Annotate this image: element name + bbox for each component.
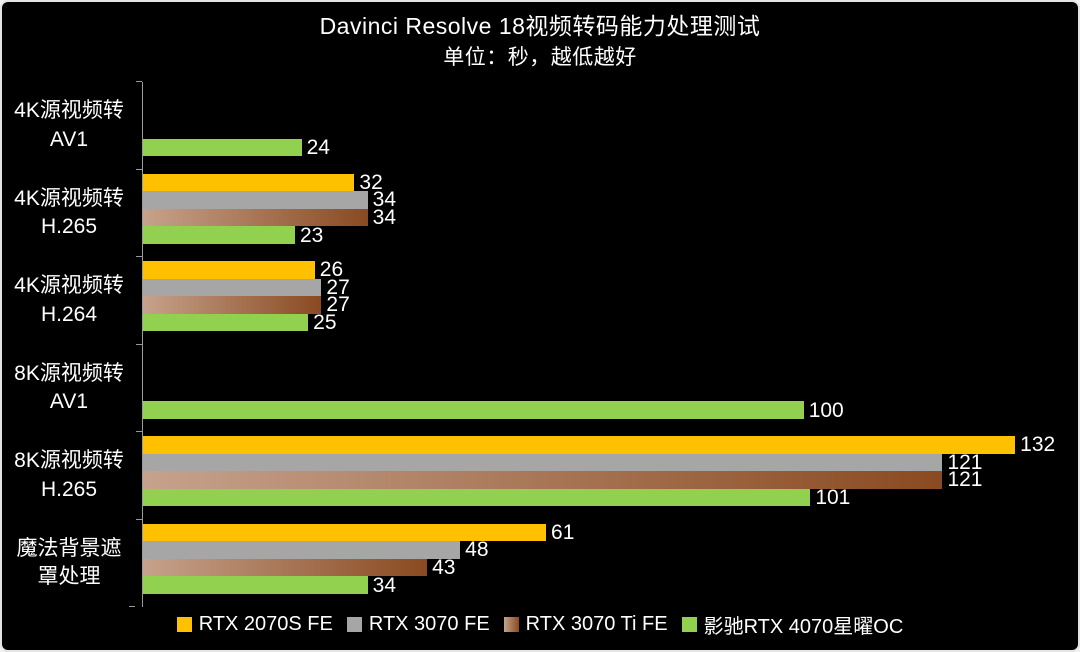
bar-row: 61: [143, 520, 1068, 544]
category-bars: 61 48 43 34: [136, 518, 1068, 607]
bar-RTX 2070S FE: [143, 261, 315, 279]
bar-row: 121: [143, 468, 1068, 492]
category-group: 8K源视频转 H.265 132 121 121 101: [2, 431, 1068, 520]
bar-row: 101: [143, 486, 1068, 510]
value-label: 100: [808, 398, 844, 422]
bar-影驰RTX 4070星曜OC: [143, 576, 368, 594]
bar-row: [143, 121, 1068, 139]
category-group: 魔法背景遮 罩处理 61 48 43 34: [2, 518, 1068, 607]
bar-RTX 3070 FE: [143, 453, 943, 472]
legend-label: RTX 2070S FE: [198, 613, 333, 635]
value-label: 101: [815, 486, 851, 510]
category-label: 8K源视频转 AV1: [14, 361, 124, 414]
bar-影驰RTX 4070星曜OC: [143, 226, 295, 244]
value-label: 27: [326, 293, 350, 317]
bar-row: [143, 384, 1068, 402]
bar-row: 34: [143, 573, 1068, 597]
category-bars: 132 121 121 101: [136, 431, 1068, 520]
legend-item: RTX 2070S FE: [176, 613, 333, 636]
legend-item: RTX 3070 Ti FE: [503, 613, 668, 636]
value-label: 132: [1020, 433, 1056, 457]
bar-row: [143, 104, 1068, 122]
bar-RTX 3070 Ti FE: [143, 471, 943, 489]
value-label: 34: [372, 188, 396, 212]
bar-RTX 2070S FE: [143, 523, 547, 542]
value-label: 34: [372, 205, 396, 229]
bar-RTX 3070 Ti FE: [143, 296, 322, 314]
bar-row: 32: [143, 170, 1068, 194]
bar-row: 43: [143, 555, 1068, 579]
bar-row: 27: [143, 275, 1068, 299]
category-bars: 24: [136, 81, 1068, 170]
value-label: 24: [306, 136, 330, 160]
legend-item: 影驰RTX 4070星曜OC: [681, 610, 904, 639]
category-label: 魔法背景遮 罩处理: [16, 536, 122, 589]
legend-item: RTX 3070 FE: [346, 613, 490, 636]
bar-row: 48: [143, 538, 1068, 562]
legend: RTX 2070S FE RTX 3070 FE RTX 3070 Ti FE 影驰R…: [2, 610, 1078, 639]
legend-swatch: [176, 617, 192, 632]
bar-RTX 3070 FE: [143, 191, 368, 209]
category-bars: 100: [136, 343, 1068, 432]
bar-RTX 3070 Ti FE: [143, 208, 368, 227]
bar-RTX 2070S FE: [143, 173, 355, 192]
bar-row: 25: [143, 311, 1068, 335]
category-bars: 26 27 27 25: [136, 256, 1068, 345]
bar-影驰RTX 4070星曜OC: [143, 488, 811, 507]
chart-title: Davinci Resolve 18视频转码能力处理测试: [319, 13, 761, 39]
plot-area: 4K源视频转 AV1 24 4K源视频转 H.265 32 34 34 23 4K源视频转 H.26…: [2, 81, 1068, 607]
value-label: 121: [947, 450, 983, 474]
bar-row: 23: [143, 223, 1068, 247]
bar-row: [143, 349, 1068, 367]
bar-影驰RTX 4070星曜OC: [143, 138, 302, 157]
value-label: 43: [432, 555, 456, 579]
category-label: 4K源视频转 H.264: [14, 274, 124, 326]
legend-label: 影驰RTX 4070星曜OC: [703, 616, 904, 638]
category-label: 4K源视频转 AV1: [14, 99, 124, 151]
legend-swatch: [346, 617, 362, 632]
category-group: 8K源视频转 AV1 100: [2, 343, 1068, 432]
category-bars: 32 34 34 23: [136, 168, 1068, 257]
bar-row: 100: [143, 398, 1068, 422]
bar-row: 132: [143, 433, 1068, 457]
bar-row: 121: [143, 450, 1068, 474]
bar-RTX 3070 FE: [143, 541, 461, 559]
bar-row: 27: [143, 293, 1068, 317]
category-group: 4K源视频转 H.264 26 27 27 25: [2, 256, 1068, 345]
value-label: 26: [319, 258, 344, 282]
value-label: 27: [326, 275, 350, 299]
value-label: 34: [372, 573, 396, 597]
bar-RTX 3070 FE: [143, 278, 322, 297]
legend-label: RTX 3070 FE: [368, 613, 490, 635]
chart-subtitle: 单位：秒，越低越好: [443, 45, 637, 69]
bar-RTX 2070S FE: [143, 436, 1016, 454]
bar-row: 34: [143, 205, 1068, 229]
category-label: 4K源视频转 H.265: [14, 186, 124, 239]
bar-RTX 3070 Ti FE: [143, 558, 428, 577]
value-label: 25: [313, 311, 337, 335]
bar-row: 34: [143, 188, 1068, 212]
category-group: 4K源视频转 AV1 24: [2, 81, 1068, 170]
bar-row: 26: [143, 258, 1068, 282]
legend-label: RTX 3070 Ti FE: [525, 613, 668, 635]
value-label: 121: [947, 468, 983, 492]
legend-swatch: [681, 617, 697, 632]
value-label: 32: [359, 170, 383, 194]
category-label: 8K源视频转 H.265: [14, 449, 124, 501]
bar-row: [143, 86, 1068, 104]
value-label: 48: [465, 538, 489, 562]
value-label: 23: [299, 223, 324, 247]
bar-影驰RTX 4070星曜OC: [143, 313, 309, 332]
bar-row: 24: [143, 136, 1068, 160]
category-group: 4K源视频转 H.265 32 34 34 23: [2, 168, 1068, 257]
value-label: 61: [551, 520, 575, 544]
bar-row: [143, 366, 1068, 384]
bar-影驰RTX 4070星曜OC: [143, 401, 804, 419]
legend-swatch: [503, 617, 519, 632]
